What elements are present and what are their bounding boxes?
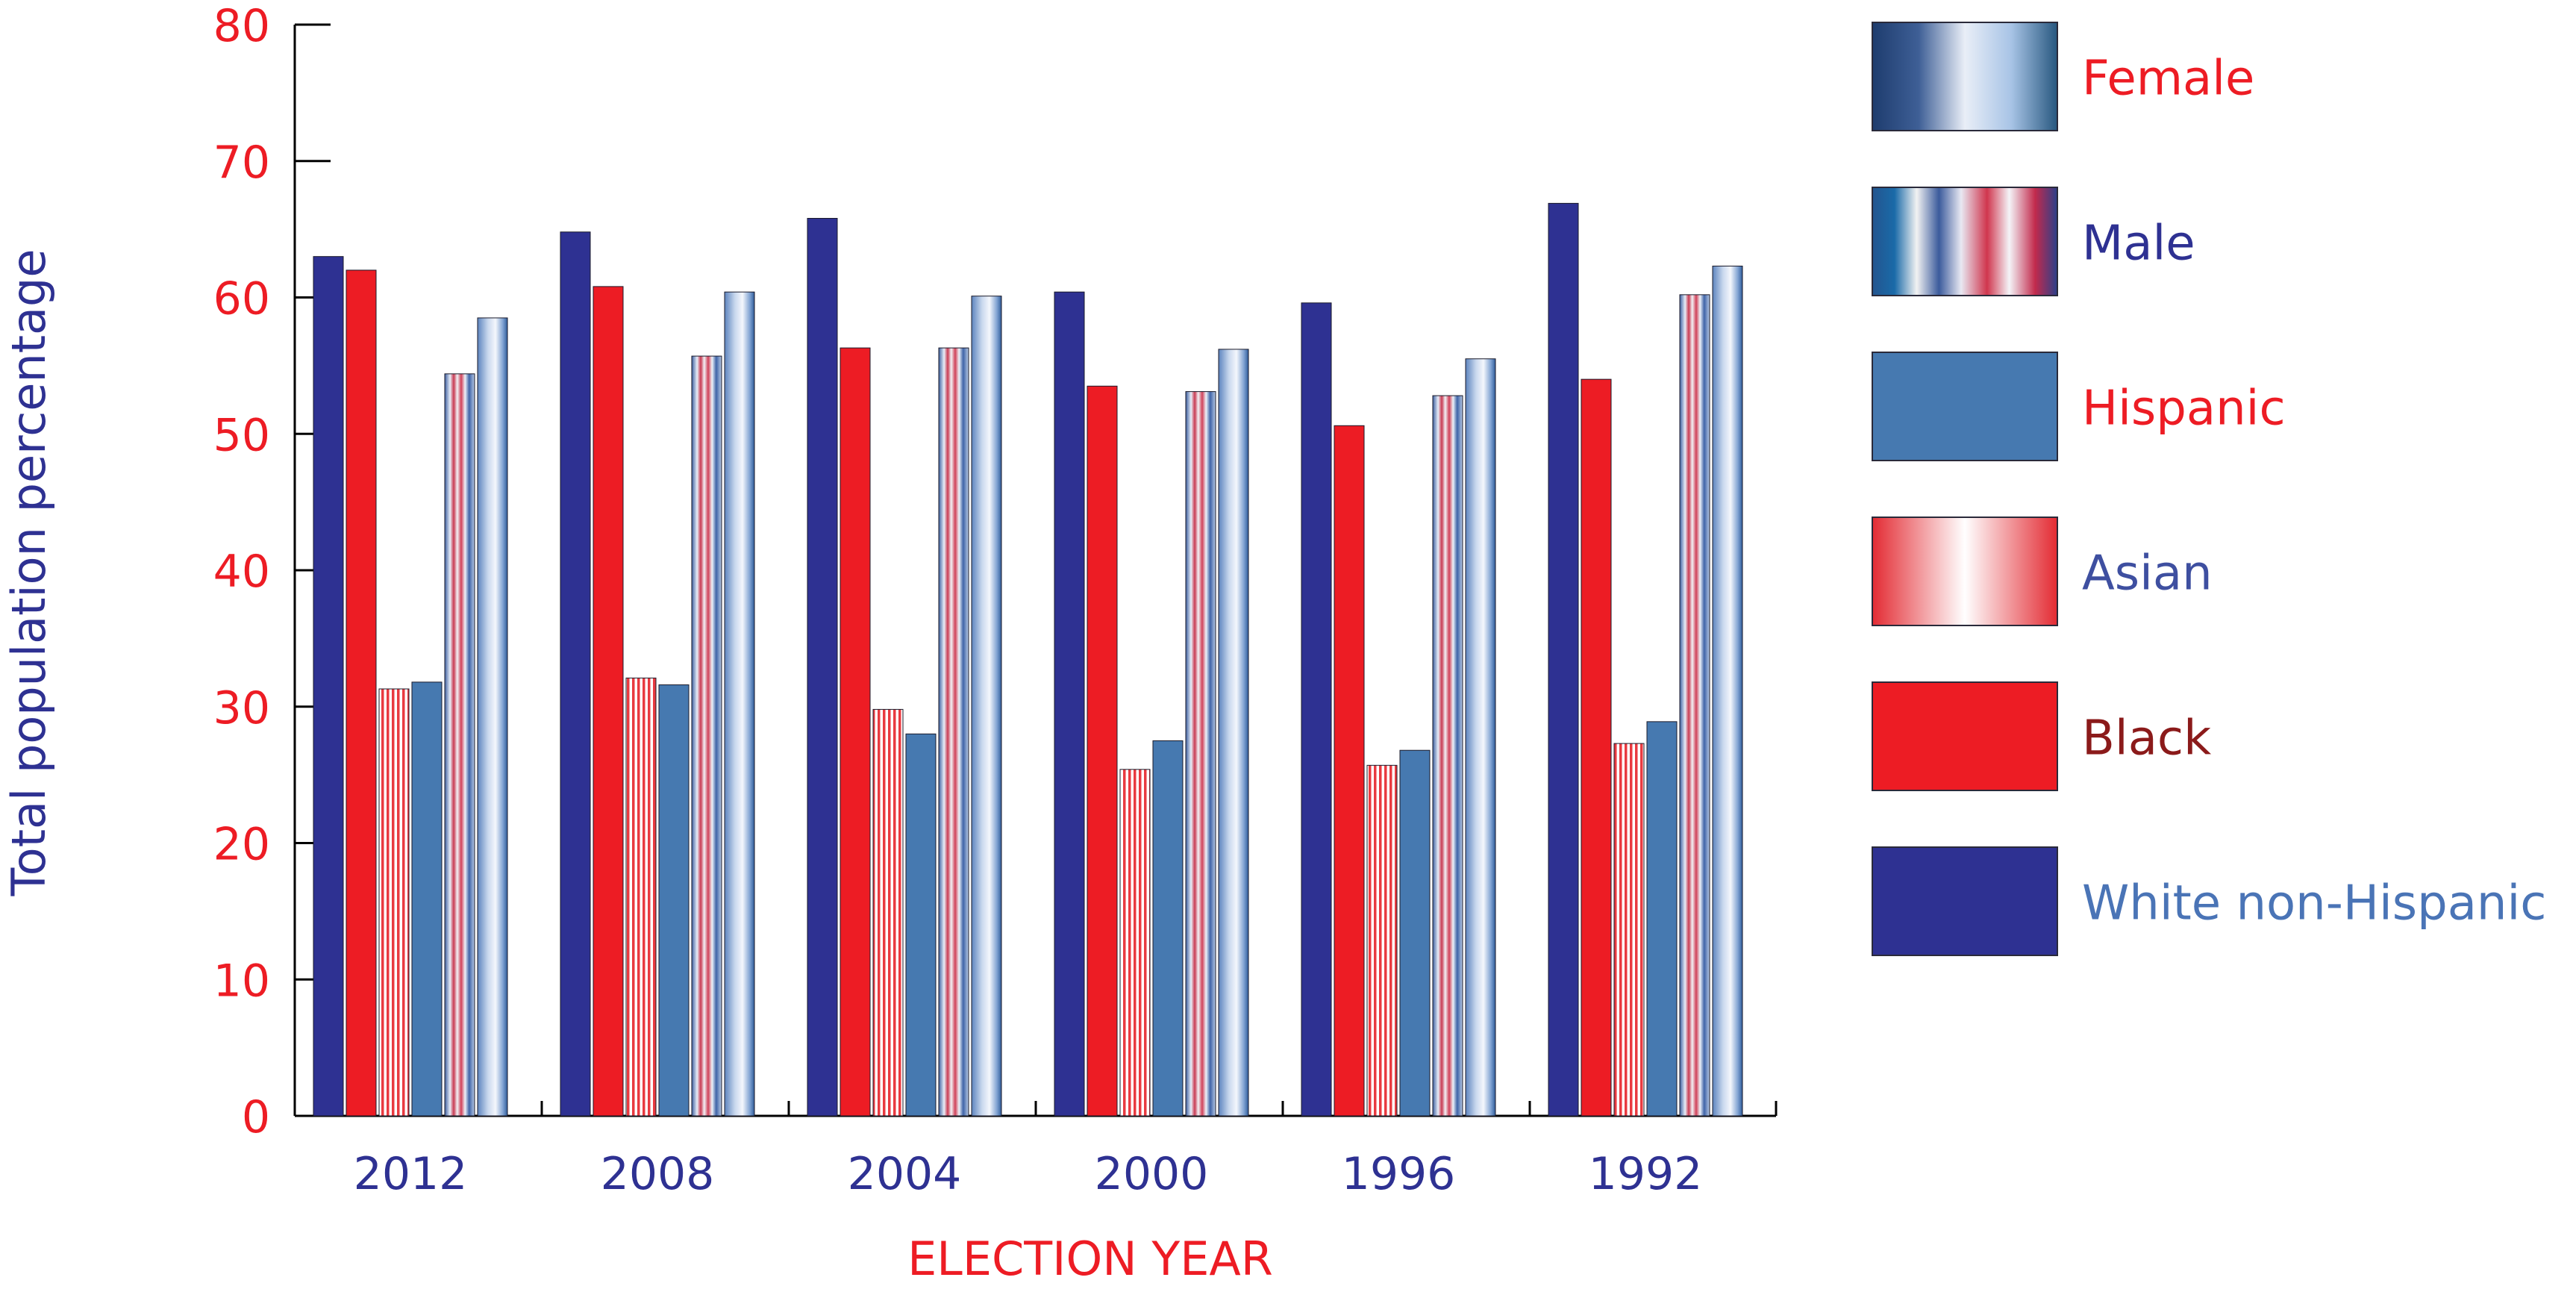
legend-label-white-non-hispanic: White non-Hispanic xyxy=(2082,876,2546,932)
bar-asian-2004 xyxy=(872,708,904,1117)
x-tick-label: 2004 xyxy=(848,1148,962,1200)
bar-hispanic-1996 xyxy=(1399,749,1431,1117)
bar-white-non-hispanic-1996 xyxy=(1301,302,1332,1117)
bar-hispanic-2004 xyxy=(905,733,937,1117)
axes xyxy=(293,23,1778,1117)
legend-label-asian: Asian xyxy=(2082,546,2213,602)
tick-labels: 0 10 20 30 40 50 60 70 80 2012 2008 2004 2000 1996 199… xyxy=(213,0,1703,1200)
bar-hispanic-2012 xyxy=(411,681,443,1117)
bar-hispanic-2008 xyxy=(658,684,690,1117)
bar-white-non-hispanic-2008 xyxy=(560,231,591,1117)
bar-male-2004 xyxy=(938,347,969,1117)
y-tick-label: 40 xyxy=(213,546,270,598)
bar-white-non-hispanic-2012 xyxy=(313,256,344,1117)
legend-label-male: Male xyxy=(2082,216,2195,272)
bar-asian-2008 xyxy=(625,677,657,1117)
bar-female-2012 xyxy=(477,317,508,1117)
y-tick-label: 70 xyxy=(213,137,270,189)
y-tick-label: 50 xyxy=(213,409,270,461)
legend-label-hispanic: Hispanic xyxy=(2082,381,2286,437)
bar-male-1992 xyxy=(1679,294,1710,1117)
x-axis-title: ELECTION YEAR xyxy=(907,1232,1273,1286)
bar-female-2008 xyxy=(724,291,755,1117)
bar-male-2012 xyxy=(444,373,475,1117)
x-tick-label: 2000 xyxy=(1095,1148,1209,1200)
legend-label-black: Black xyxy=(2082,711,2211,767)
bar-female-2000 xyxy=(1218,349,1249,1117)
y-tick-label: 10 xyxy=(213,955,270,1007)
bar-white-non-hispanic-2000 xyxy=(1054,291,1085,1117)
bar-asian-1996 xyxy=(1366,764,1398,1117)
bar-asian-1992 xyxy=(1613,743,1645,1117)
bar-hispanic-1992 xyxy=(1646,721,1678,1117)
legend-swatch-asian xyxy=(1872,517,2058,626)
y-tick-label: 30 xyxy=(213,682,270,734)
bar-male-2000 xyxy=(1185,391,1216,1117)
legend: Female Male Hispanic Asian Black White non-Hi… xyxy=(1872,22,2546,956)
y-tick-label: 80 xyxy=(213,0,270,52)
y-tick-label: 20 xyxy=(213,819,270,871)
bar-white-non-hispanic-2004 xyxy=(807,218,838,1117)
bar-male-2008 xyxy=(691,355,722,1117)
bar-black-2004 xyxy=(840,347,871,1117)
legend-swatch-hispanic xyxy=(1872,352,2058,461)
bar-black-1996 xyxy=(1334,425,1365,1117)
legend-swatch-white-non-hispanic xyxy=(1872,846,2058,956)
legend-swatch-black xyxy=(1872,681,2058,791)
bar-white-non-hispanic-1992 xyxy=(1548,202,1579,1117)
bar-female-1992 xyxy=(1712,265,1743,1117)
x-tick-label: 1996 xyxy=(1342,1148,1456,1200)
legend-swatch-male xyxy=(1872,187,2058,296)
y-tick-label: 0 xyxy=(242,1091,270,1143)
bar-female-1996 xyxy=(1465,358,1496,1117)
legend-swatch-female xyxy=(1872,22,2058,131)
bar-asian-2012 xyxy=(378,688,410,1117)
bar-black-2008 xyxy=(593,286,624,1117)
bar-black-1992 xyxy=(1581,378,1612,1117)
bar-hispanic-2000 xyxy=(1152,740,1184,1117)
x-tick-label: 2008 xyxy=(601,1148,715,1200)
y-tick-label: 60 xyxy=(213,273,270,325)
bar-female-2004 xyxy=(971,296,1002,1117)
bars xyxy=(313,202,1743,1117)
bar-black-2000 xyxy=(1087,385,1118,1117)
bar-asian-2000 xyxy=(1119,769,1151,1117)
x-tick-label: 1992 xyxy=(1589,1148,1703,1200)
bar-male-1996 xyxy=(1432,395,1463,1117)
x-tick-label: 2012 xyxy=(354,1148,468,1200)
bar-black-2012 xyxy=(346,269,377,1117)
y-axis-title: Total population percentage xyxy=(1,249,56,896)
legend-label-female: Female xyxy=(2082,52,2254,107)
